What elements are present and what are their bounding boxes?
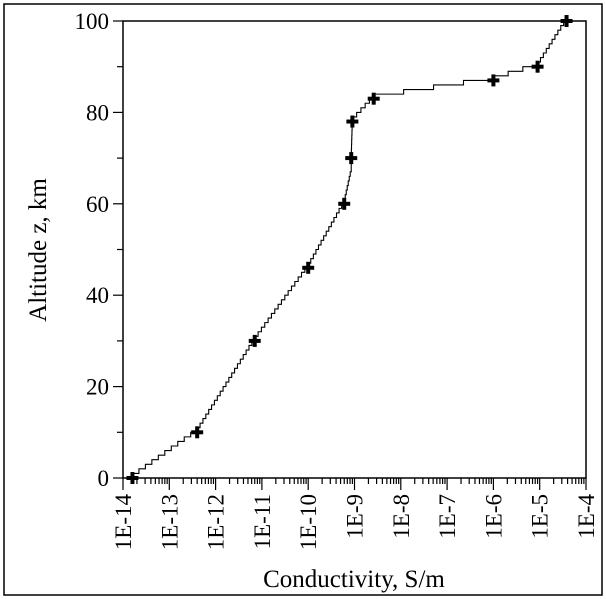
data-point-marker — [346, 115, 359, 128]
data-point-marker — [531, 60, 544, 73]
data-point-marker — [126, 472, 139, 484]
x-axis-title: Conductivity, S/m — [263, 566, 445, 593]
y-tick-label: 100 — [75, 9, 110, 34]
y-tick-label: 20 — [86, 375, 109, 400]
x-tick-label: 1E-12 — [204, 494, 229, 550]
measurement-markers — [126, 15, 573, 484]
x-tick-label: 1E-8 — [389, 494, 414, 539]
x-tick-label: 1E-6 — [481, 494, 506, 539]
y-tick-label: 40 — [86, 283, 109, 308]
y-axis: 0 20 40 60 80 100 — [75, 9, 123, 491]
x-tick-label: 1E-10 — [296, 494, 321, 550]
y-tick-label: 0 — [98, 466, 110, 491]
plot-area — [122, 20, 587, 479]
chart-frame — [3, 3, 603, 596]
data-point-marker — [345, 152, 358, 165]
x-tick-label: 1E-11 — [250, 494, 275, 549]
data-point-marker — [487, 74, 500, 87]
x-tick-label: 1E-4 — [574, 494, 599, 539]
x-tick-label: 1E-7 — [435, 494, 460, 539]
data-point-marker — [302, 261, 315, 274]
data-point-marker — [560, 15, 573, 27]
conductivity-profile-line — [131, 20, 567, 478]
x-tick-label: 1E-14 — [111, 494, 136, 551]
x-axis: 1E-14 1E-13 1E-12 1E-11 1E-10 1E-9 1E-8 1E-7 1E-… — [111, 478, 599, 550]
data-point-marker — [248, 334, 261, 347]
data-point-marker — [338, 197, 351, 210]
x-tick-label: 1E-9 — [343, 494, 368, 539]
y-tick-label: 60 — [86, 192, 109, 217]
data-point-marker — [367, 92, 380, 105]
x-tick-label: 1E-13 — [157, 494, 182, 550]
y-tick-label: 80 — [86, 100, 109, 125]
data-point-marker — [191, 426, 204, 439]
x-tick-label: 1E-5 — [528, 494, 553, 539]
y-axis-title: Altitude z, km — [25, 178, 52, 322]
